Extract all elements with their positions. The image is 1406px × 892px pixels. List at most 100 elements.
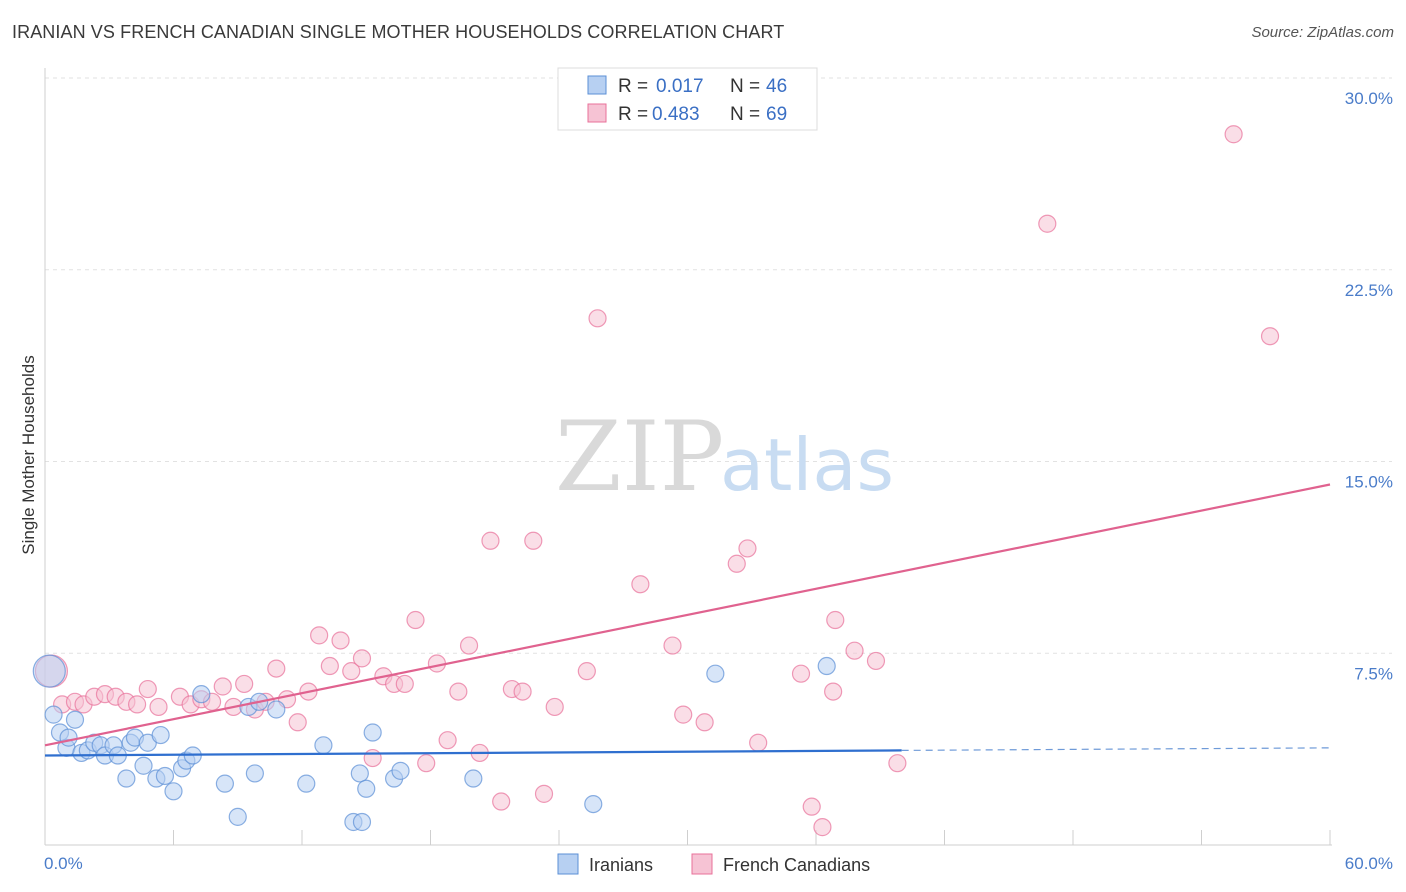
french-canadian-point (1224, 125, 1243, 144)
iranian-point (391, 761, 410, 780)
french-canadian-point (363, 748, 382, 768)
french-canadian-point (331, 631, 350, 650)
french-canadian-point (888, 754, 907, 773)
y-tick-label: 22.5% (1345, 281, 1393, 300)
iranian-point (464, 769, 483, 788)
iranian-point (357, 779, 376, 798)
french-canadian-point (524, 531, 543, 550)
french-canadian-trend-line (44, 483, 1331, 747)
iranian-point (352, 812, 372, 832)
french-canadian-point (395, 674, 414, 694)
french-canadian-point (674, 705, 693, 724)
french-canadian-point (449, 682, 468, 701)
iranian-point (314, 736, 333, 755)
grid-lines (45, 77, 1392, 654)
french-canadian-point (417, 754, 436, 773)
french-canadian-point (727, 554, 746, 573)
iranian-point (44, 705, 63, 724)
trend-lines (44, 483, 1331, 757)
bottom-legend-swatch-iranians (557, 853, 579, 875)
y-tick-label: 30.0% (1345, 89, 1393, 108)
chart-source: Source: ZipAtlas.com (1251, 24, 1394, 41)
french-canadian-point (352, 649, 372, 668)
iranian-point (245, 764, 264, 783)
iranian-point (297, 774, 316, 793)
watermark-atlas: atlas (720, 423, 894, 507)
iranian-point (59, 728, 78, 747)
y-tick-label: 15.0% (1345, 473, 1393, 492)
french-canadian-point (588, 309, 607, 328)
iranian-point (363, 723, 382, 742)
french-canadian-point (149, 697, 168, 717)
series-legend: Iranians French Canadians (557, 853, 870, 875)
iranian-trend-line (44, 749, 902, 757)
french-canadian-point (577, 662, 596, 681)
french-canadian-point (826, 610, 845, 630)
data-points (32, 125, 1280, 837)
iranian-point (65, 710, 85, 729)
french-canadian-point (802, 797, 821, 816)
iranian-point (117, 769, 136, 788)
x-tick-label: 60.0% (1345, 854, 1393, 873)
french-canadian-point (1038, 214, 1057, 233)
iranian-point (584, 794, 603, 814)
french-canadian-point (481, 531, 500, 550)
french-canadian-point (492, 792, 511, 811)
legend-n-value-1: 46 (766, 76, 787, 97)
iranian-point (32, 654, 66, 688)
legend-swatch-french-canadians (587, 103, 607, 123)
iranian-point (706, 664, 725, 683)
iranian-point (134, 756, 153, 775)
french-canadian-point (631, 575, 650, 594)
iranian-point (228, 807, 247, 826)
legend-r-value-2: 0.483 (652, 104, 700, 125)
french-canadian-point (513, 682, 532, 701)
legend-r-label-2: R = (618, 104, 648, 125)
bottom-legend-swatch-french-canadians (691, 853, 713, 875)
legend-n-label-1: N = (730, 76, 760, 97)
iranian-point (817, 656, 836, 676)
iranian-point (215, 774, 234, 793)
iranian-point (151, 725, 170, 745)
iranian-point (267, 700, 286, 719)
french-canadian-point (845, 641, 864, 660)
french-canadian-point (534, 784, 554, 803)
y-tick-labels: 7.5% 15.0% 22.5% 30.0% (1345, 89, 1393, 683)
iranian-point (155, 766, 175, 786)
french-canadian-point (738, 539, 757, 558)
french-canadian-point (791, 664, 811, 683)
french-canadian-point (866, 651, 886, 671)
legend-r-label-1: R = (618, 76, 648, 97)
iranian-point (164, 782, 183, 801)
legend-swatch-iranians (587, 75, 607, 95)
french-canadian-point (695, 713, 714, 732)
french-canadian-point (813, 818, 832, 837)
legend-r-value-1: 0.017 (656, 76, 704, 97)
french-canadian-point (320, 656, 339, 676)
french-canadian-point (824, 682, 843, 701)
french-canadian-point (288, 713, 307, 732)
chart-title: IRANIAN VS FRENCH CANADIAN SINGLE MOTHER… (12, 22, 785, 42)
iranian-point (350, 764, 369, 783)
legend-n-label-2: N = (730, 104, 760, 125)
french-canadian-point (310, 626, 329, 645)
french-canadian-point (1260, 327, 1280, 346)
watermark-zip: ZIP (555, 401, 724, 513)
french-canadian-point (663, 636, 682, 655)
iranian-point (192, 685, 211, 704)
correlation-legend: R = 0.017 N = 46 R = 0.483 N = 69 (557, 67, 818, 131)
french-canadian-point (438, 731, 457, 750)
bottom-legend-iranians: Iranians (589, 855, 653, 875)
french-canadian-point (749, 733, 768, 752)
french-canadian-point (235, 674, 254, 694)
french-canadian-point (213, 677, 232, 696)
french-canadian-point (138, 679, 157, 699)
bottom-legend-french-canadians: French Canadians (723, 855, 870, 875)
y-tick-label: 7.5% (1354, 664, 1393, 683)
french-canadian-point (127, 695, 147, 714)
y-axis-label: Single Mother Households (19, 355, 38, 554)
french-canadian-point (459, 636, 479, 655)
legend-n-value-2: 69 (766, 104, 787, 125)
iranian-trend-extension (901, 747, 1331, 752)
